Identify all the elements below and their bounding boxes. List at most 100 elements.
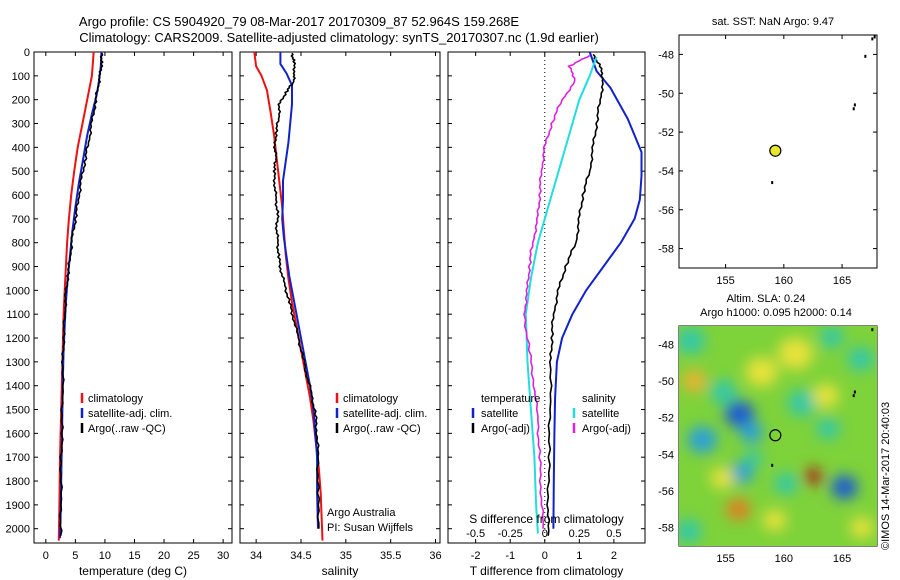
sla-map-anomaly-blob (819, 326, 844, 348)
depth-tick-label: 1500 (6, 405, 30, 417)
panel-text: 0100200300400500600700800900100011001200… (6, 16, 852, 578)
sla-map-ytick-label: -58 (658, 523, 674, 535)
sla-map-anomaly-blob (777, 337, 814, 370)
sst-map-float-point (852, 107, 855, 111)
depth-tick-label: 1400 (6, 381, 30, 393)
sal-xtick-label: 35 (340, 550, 352, 562)
temp-series-argo (58, 52, 104, 536)
depth-tick-label: 0 (24, 47, 30, 59)
depth-tick-label: 900 (12, 262, 30, 274)
sst-map-xtick-label: 165 (833, 275, 851, 287)
sst-map-ytick-label: -56 (658, 205, 674, 217)
sst-map-float-point (873, 35, 876, 39)
sla-map-anomaly-blob (679, 519, 702, 544)
sla-map-anomaly-blob (831, 475, 858, 500)
sla-map-anomaly-blob (724, 400, 755, 428)
sla-map-anomaly-blob (726, 498, 751, 520)
depth-tick-label: 1700 (6, 452, 30, 464)
diff-xaxis-label: T difference from climatology (470, 564, 624, 578)
depth-tick-label: 600 (12, 190, 30, 202)
depth-tick-label: 200 (12, 95, 30, 107)
depth-tick-label: 1900 (6, 500, 30, 512)
imos-watermark: ©IMOS 14-Mar-2017 20:40:03 (880, 402, 892, 550)
sla-map-anomaly-blob (816, 418, 840, 440)
diff-xtick-label: -1 (505, 550, 515, 562)
sla-map-float-point (853, 390, 856, 394)
sst-map-float-point (864, 54, 867, 58)
sal-frame (239, 51, 441, 544)
temp-xtick-label: 25 (187, 550, 199, 562)
panel-data (57, 35, 877, 546)
sla-map-field (679, 326, 877, 546)
diff-legend-label-t: satellite (481, 408, 518, 420)
depth-tick-label: 500 (12, 166, 30, 178)
sal-series-satellite (279, 52, 319, 529)
sal-xtick-label: 36 (429, 550, 441, 562)
depth-tick-label: 300 (12, 119, 30, 131)
sla-map-float-point (852, 394, 855, 398)
credits-org: Argo Australia (327, 507, 396, 519)
sst-map-ytick-label: -50 (658, 88, 674, 100)
depth-tick-label: 1300 (6, 357, 30, 369)
temp-xtick-label: 5 (72, 550, 78, 562)
depth-tick-label: 800 (12, 238, 30, 250)
sal-legend-label: Argo(..raw -QC) (343, 423, 421, 435)
sal-xtick-label: 34 (250, 550, 262, 562)
diff-legend-label-t: Argo(-adj) (481, 423, 530, 435)
sla-map-anomaly-blob (745, 357, 778, 387)
diff-xtick-label: 0 (542, 550, 548, 562)
sla-map-float-point (771, 463, 774, 467)
diff-series-satellite_s (524, 56, 598, 534)
temp-legend-label: Argo(..raw -QC) (88, 423, 166, 435)
sla-map-ytick-label: -54 (658, 449, 674, 461)
sla-map-subtitle: Argo h1000: 0.095 h2000: 0.14 (700, 307, 852, 319)
depth-tick-label: 1800 (6, 476, 30, 488)
sst-map-xtick-label: 160 (775, 275, 793, 287)
salinity-diff-tick-label: 0.5 (606, 528, 621, 540)
sla-map-anomaly-blob (710, 467, 734, 489)
temp-frame (33, 51, 233, 544)
panel-axes (33, 34, 878, 547)
sst-map-ytick-label: -52 (658, 127, 674, 139)
sal-xtick-label: 35.5 (380, 550, 401, 562)
sal-legend-label: satellite-adj. clim. (343, 408, 427, 420)
sst-map-ytick-label: -48 (658, 49, 674, 61)
salinity-diff-tick-label: -0.5 (466, 528, 485, 540)
sst-map-frame (678, 34, 878, 269)
sal-legend-label: climatology (343, 393, 399, 405)
sla-map-anomaly-blob (739, 421, 763, 443)
sst-map-profile-marker (769, 144, 782, 157)
temp-legend-label: satellite-adj. clim. (88, 408, 172, 420)
sla-map-float-point (871, 328, 874, 332)
temp-legend-label: climatology (88, 393, 144, 405)
sla-map-ytick-label: -56 (658, 486, 674, 498)
sla-map-anomaly-layer (679, 326, 874, 544)
sla-map-ytick-label: -50 (658, 376, 674, 388)
sst-map-float-point (871, 37, 874, 41)
diff-frame (447, 51, 646, 544)
depth-tick-label: 1000 (6, 285, 30, 297)
sla-map-anomaly-blob (847, 347, 874, 371)
sla-map-anomaly-blob (744, 450, 763, 466)
sla-map-anomaly-blob (679, 327, 706, 354)
sal-xaxis-label: salinity (322, 564, 359, 578)
sla-map-anomaly-blob (682, 370, 706, 392)
temp-xtick-label: 30 (217, 550, 229, 562)
sla-map-xtick-label: 160 (775, 553, 793, 565)
sst-map-title: sat. SST: NaN Argo: 9.47 (712, 16, 834, 28)
sla-map-anomaly-blob (730, 462, 754, 484)
temp-xtick-label: 20 (158, 550, 170, 562)
sla-map-title: Altim. SLA: 0.24 (727, 293, 806, 305)
depth-tick-label: 2000 (6, 524, 30, 536)
diff-legend-label-s: satellite (582, 408, 619, 420)
sst-map-ytick-label: -58 (658, 244, 674, 256)
sst-map-float-point (771, 181, 774, 185)
sal-xtick-label: 34.5 (290, 550, 311, 562)
sla-map-xtick-label: 155 (716, 553, 734, 565)
sla-map-ytick-label: -48 (658, 339, 674, 351)
diff-xtick-label: 2 (611, 550, 617, 562)
depth-tick-label: 100 (12, 71, 30, 83)
legend-title-salinity: salinity (582, 393, 616, 405)
diff-series-satellite (552, 51, 643, 529)
